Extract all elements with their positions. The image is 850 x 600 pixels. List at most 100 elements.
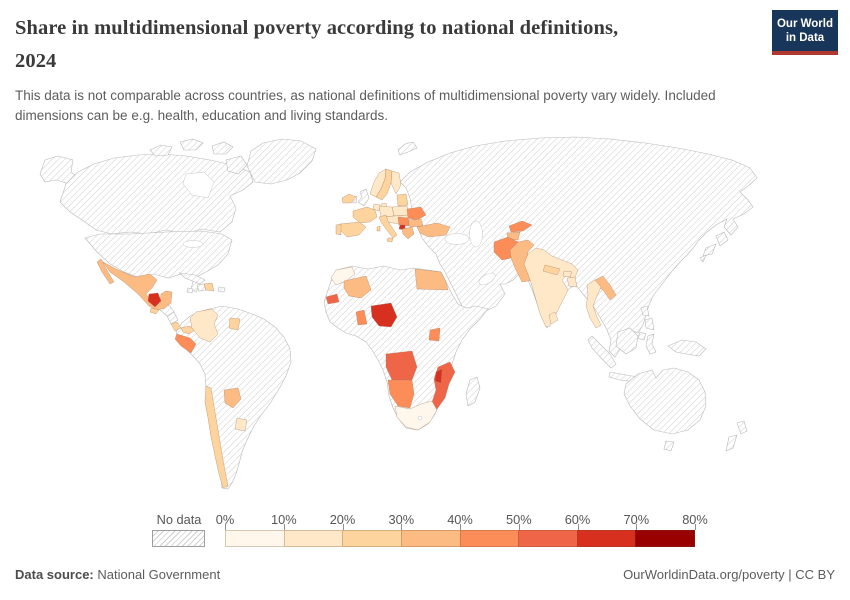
legend-tick-30: 30% [388, 512, 415, 527]
country-mexico[interactable] [96, 258, 173, 311]
legend-bin-60-70[interactable] [576, 530, 637, 547]
region-arctic-islands [149, 138, 248, 175]
legend-bin-10-20[interactable] [283, 530, 344, 547]
country-finland[interactable] [390, 170, 402, 195]
country-baltics[interactable] [396, 193, 409, 207]
legend-tickmark [518, 524, 520, 530]
country-thailand[interactable] [585, 279, 602, 329]
chart-subtitle: This data is not comparable across count… [15, 87, 716, 123]
region-japan[interactable] [699, 231, 729, 263]
legend-tickmark [577, 524, 579, 530]
great-lakes [182, 240, 204, 248]
region-australia[interactable] [623, 367, 707, 435]
country-uruguay[interactable] [234, 417, 248, 432]
region-greenland[interactable] [246, 138, 317, 185]
legend-tickmark [460, 524, 461, 530]
country-italy[interactable] [376, 214, 398, 243]
owid-logo-line1: Our World [776, 18, 833, 30]
region-canada[interactable] [59, 153, 254, 235]
country-greece[interactable] [401, 226, 415, 240]
legend-bin-30-40[interactable] [400, 530, 461, 547]
country-france[interactable] [352, 206, 378, 224]
country-egypt[interactable] [414, 268, 449, 291]
legend-tickmark [695, 524, 696, 530]
country-angola[interactable] [385, 350, 418, 381]
country-sri-lanka[interactable] [548, 311, 559, 325]
legend-tick-60: 60% [564, 512, 591, 527]
country-ghana[interactable] [355, 309, 368, 326]
country-chile[interactable] [204, 385, 229, 489]
region-madagascar[interactable] [465, 376, 481, 407]
country-iceland[interactable] [341, 193, 357, 204]
attribution-link[interactable]: OurWorldinData.org/poverty | CC BY [623, 567, 835, 582]
country-germany[interactable] [378, 205, 395, 218]
country-nigeria[interactable] [370, 302, 398, 328]
country-senegal[interactable] [325, 293, 340, 305]
region-tasmania [663, 440, 675, 452]
legend-bin-0-10[interactable] [225, 530, 285, 547]
country-uganda[interactable] [428, 327, 441, 342]
country-poland[interactable] [391, 205, 410, 217]
map-legend: No data 0% 10% 20% 30% 40% 50% 60% 70% 8… [0, 512, 850, 556]
country-panama[interactable] [180, 325, 196, 335]
legend-tick-20: 20% [329, 512, 356, 527]
persian-gulf [478, 272, 496, 286]
chart-header: Share in multidimensional poverty accord… [15, 12, 760, 126]
country-bulgaria[interactable] [407, 218, 424, 228]
country-suriname[interactable] [228, 317, 241, 331]
country-paraguay[interactable] [223, 387, 242, 409]
region-nicaragua[interactable] [166, 311, 179, 325]
page-title-line2: 2024 [15, 49, 57, 72]
legend-tick-0: 0% [215, 512, 235, 527]
region-jamaica-pr [186, 286, 226, 294]
world-map [0, 122, 850, 510]
world-map-svg [39, 136, 758, 490]
page-title-line1: Share in multidimensional poverty accord… [15, 17, 619, 39]
country-south-africa[interactable] [394, 400, 438, 431]
legend-tickmark [342, 524, 344, 530]
country-bangladesh[interactable] [566, 276, 578, 288]
country-guatemala[interactable] [147, 292, 162, 308]
owid-logo[interactable]: Our World in Data [772, 10, 838, 55]
legend-tickmark [401, 524, 403, 530]
region-cuba[interactable] [179, 272, 206, 285]
country-benelux[interactable] [372, 203, 381, 212]
legend-tickmark [225, 524, 226, 530]
country-colombia[interactable] [189, 308, 219, 343]
country-kyrgyzstan[interactable] [508, 220, 533, 233]
black-sea [444, 233, 470, 245]
country-mali[interactable] [343, 275, 372, 299]
legend-bin-40-50[interactable] [459, 530, 520, 547]
legend-bin-50-60[interactable] [518, 530, 578, 547]
country-malawi[interactable] [434, 368, 443, 384]
legend-bin-20-30[interactable] [342, 530, 402, 547]
country-el-salvador[interactable] [149, 307, 160, 315]
legend-tickmark [283, 524, 285, 530]
country-dominican-republic[interactable] [203, 282, 215, 292]
country-bhutan[interactable] [562, 270, 573, 278]
region-uk[interactable] [357, 188, 370, 207]
country-india[interactable] [523, 247, 579, 328]
legend-tick-40: 40% [447, 512, 473, 527]
region-new-zealand[interactable] [725, 420, 748, 452]
country-namibia[interactable] [387, 379, 415, 409]
region-svalbard [397, 141, 418, 156]
country-spain[interactable] [339, 221, 367, 238]
country-serbia[interactable] [397, 216, 410, 227]
no-data-swatch[interactable] [152, 530, 205, 547]
country-romania[interactable] [406, 206, 427, 221]
region-new-guinea[interactable] [667, 339, 707, 357]
region-usa[interactable] [84, 230, 233, 293]
legend-bin-70-80[interactable] [635, 530, 695, 547]
no-data-label: No data [156, 512, 202, 527]
owid-logo-line2: in Data [785, 32, 825, 45]
country-nepal[interactable] [542, 264, 561, 276]
lesotho-cutout [417, 415, 423, 421]
country-turkey[interactable] [416, 222, 451, 238]
region-philippines[interactable] [637, 305, 655, 341]
caspian-sea [469, 220, 483, 248]
country-ecuador[interactable] [174, 333, 197, 354]
legend-tick-50: 50% [505, 512, 532, 527]
country-portugal[interactable] [335, 223, 342, 236]
